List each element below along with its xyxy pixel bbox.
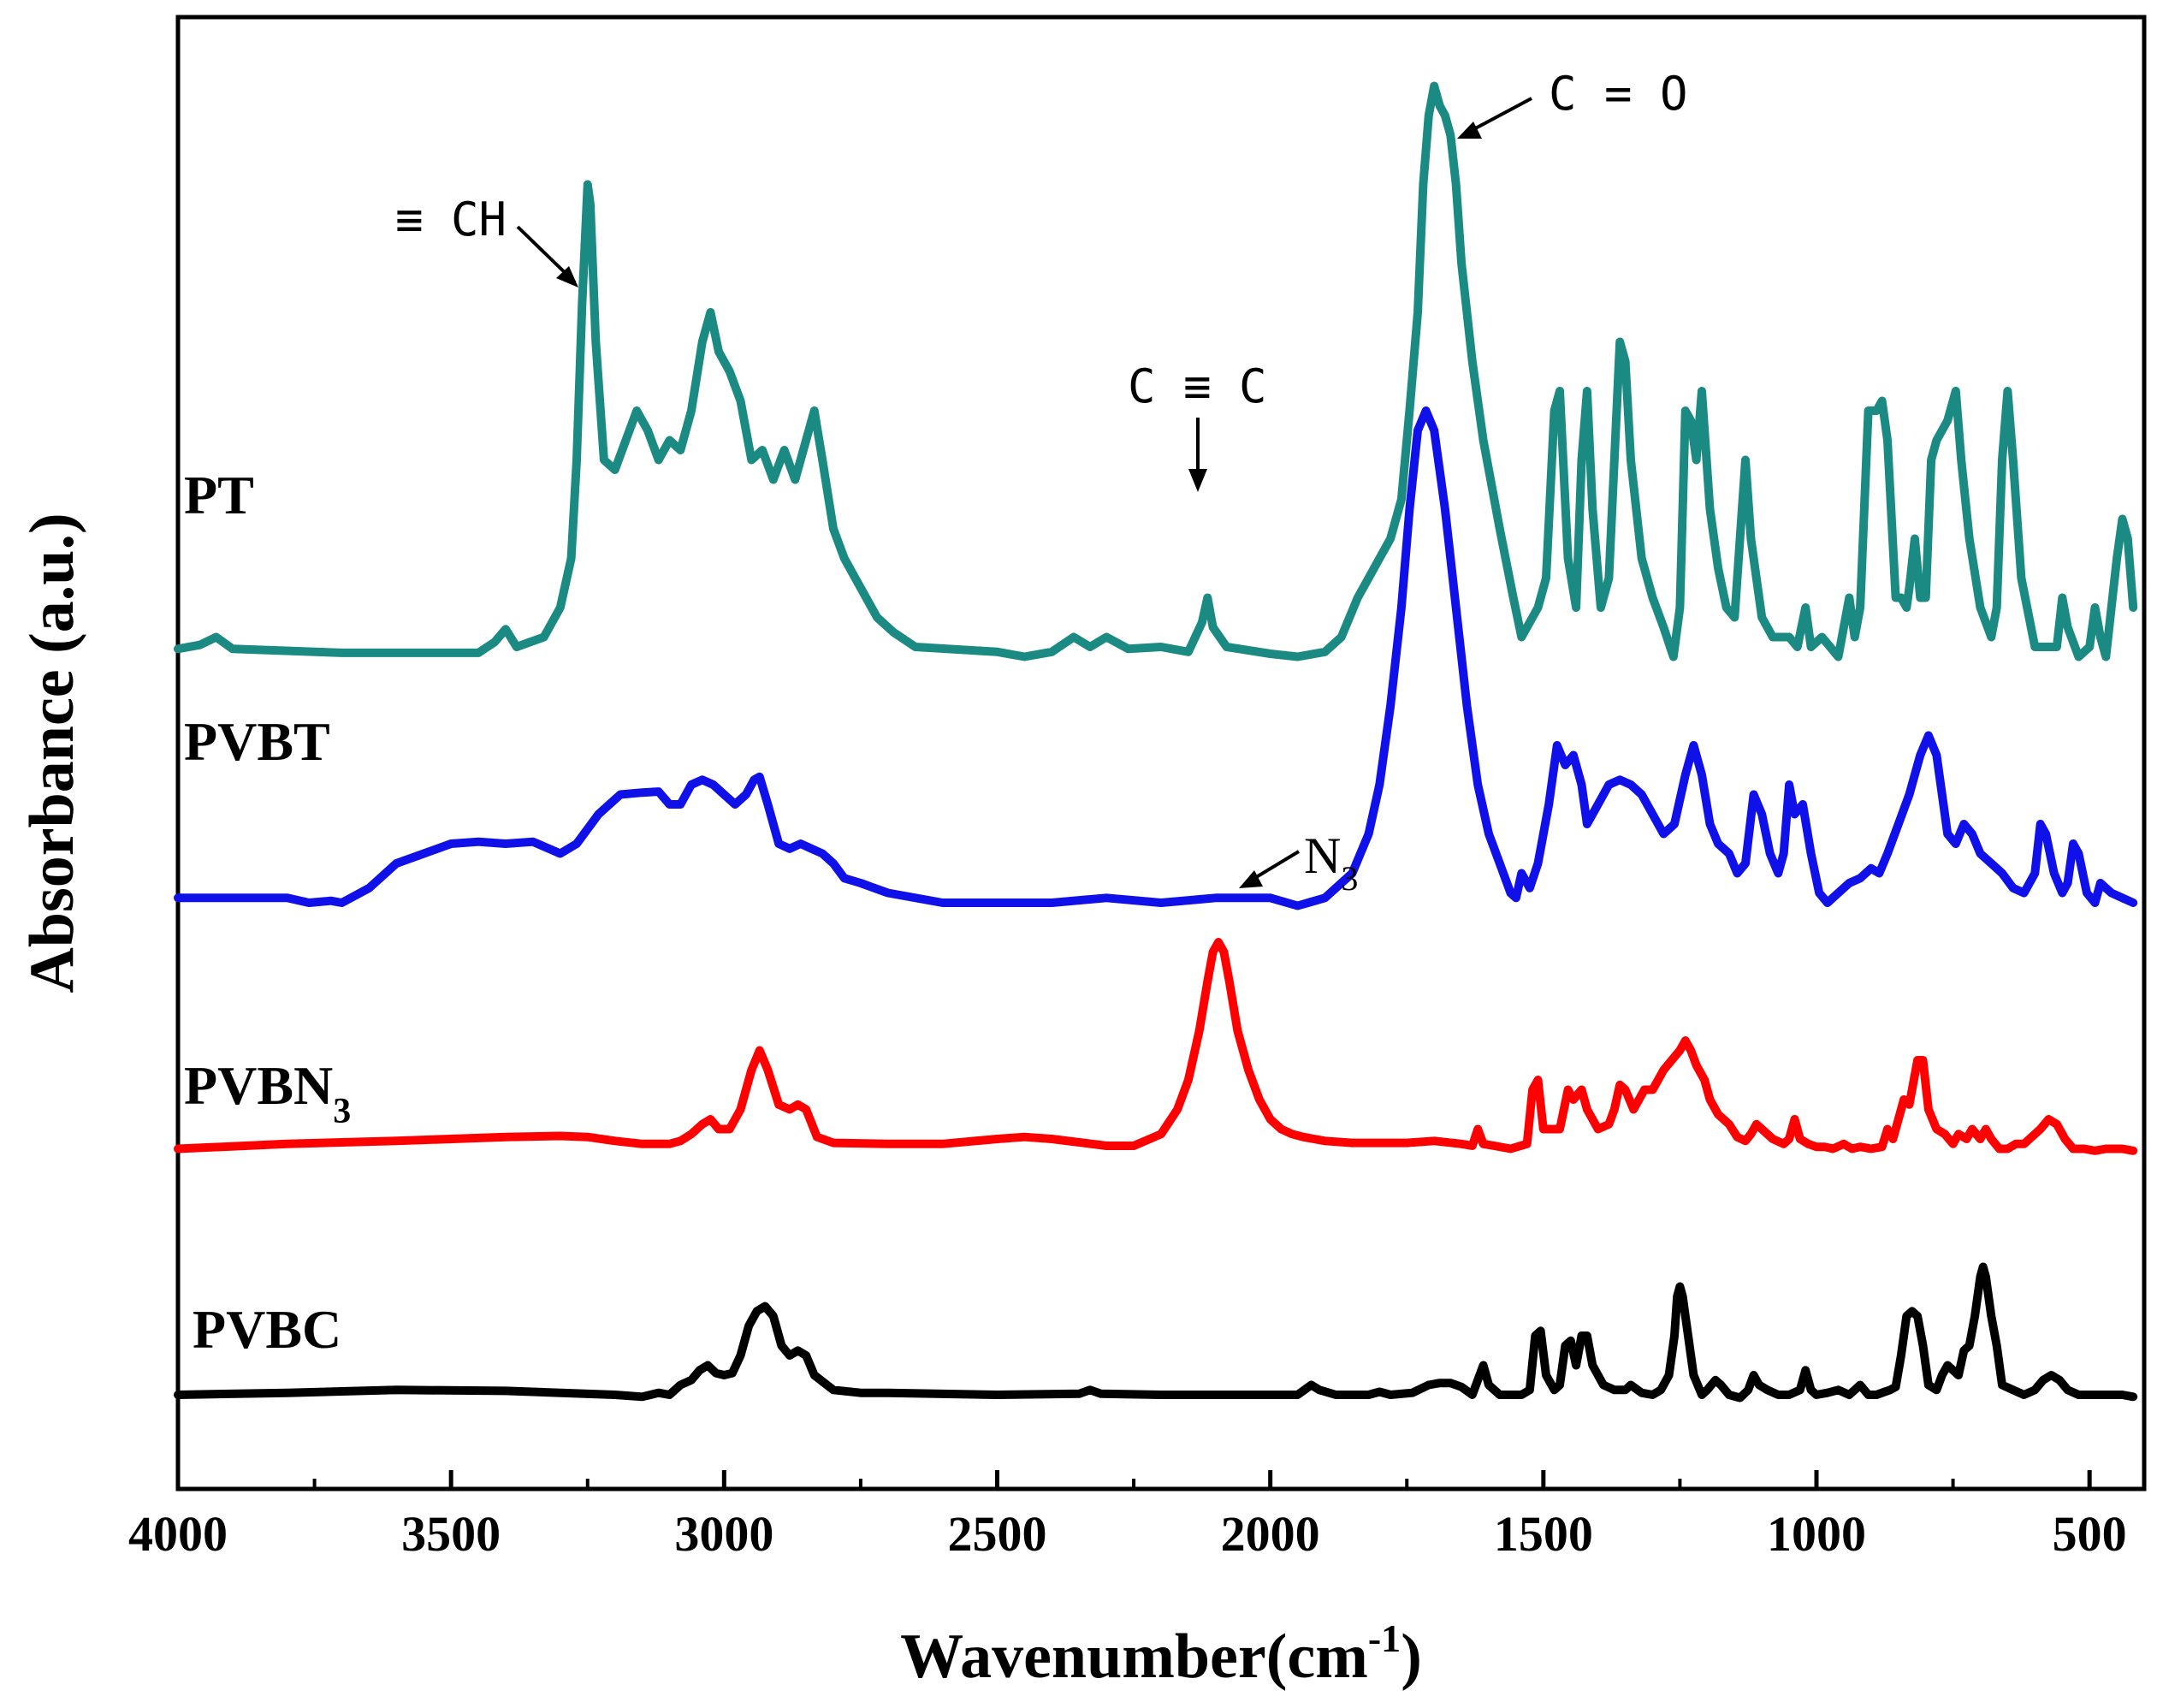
annotation-ch-arrowhead — [556, 266, 578, 288]
annotation-n3-subscript: 3 — [1341, 859, 1358, 898]
x-axis: 4000 3500 3000 2500 2000 1500 1000 500 — [128, 1470, 2127, 1562]
x-tick-label-1000: 1000 — [1767, 1506, 1866, 1562]
series-line-pt — [174, 81, 2138, 661]
y-axis-title: Absorbance (a.u.) — [17, 513, 87, 993]
series-label-pvbn3: PVBN3 — [184, 1055, 351, 1131]
series-line-pvbt — [174, 406, 2138, 910]
x-tick-label-1500: 1500 — [1494, 1506, 1593, 1562]
x-tick-label-4000: 4000 — [128, 1506, 228, 1562]
x-tick-label-500: 500 — [2053, 1506, 2127, 1562]
x-tick-label-3500: 3500 — [401, 1506, 501, 1562]
x-tick-label-2000: 2000 — [1221, 1506, 1320, 1562]
series-label-pt: PT — [184, 465, 254, 525]
series-layer — [174, 81, 2138, 1403]
series-line-pvbc — [174, 1262, 2138, 1403]
annotation-cc-text: C ≡ C — [1128, 359, 1267, 413]
annotation-cc-arrowhead — [1188, 469, 1207, 492]
x-tick-label-2500: 2500 — [948, 1506, 1047, 1562]
x-axis-title-close: ) — [1401, 1622, 1422, 1692]
x-tick-label-3000: 3000 — [674, 1506, 773, 1562]
annotation-co-text: C = O — [1549, 67, 1688, 121]
plot-frame — [175, 15, 2147, 1492]
x-axis-title: Wavenumber(cm-1) — [900, 1616, 1422, 1692]
annotation-n3-arrowhead — [1239, 870, 1263, 888]
annotation-n3: N3 — [1239, 827, 1358, 898]
annotation-co-arrowhead — [1457, 122, 1482, 139]
x-axis-title-superscript: -1 — [1368, 1616, 1401, 1660]
series-label-pvbt: PVBT — [184, 711, 330, 772]
annotation-co: C = O — [1457, 67, 1688, 139]
annotation-ch: ≡ CH — [395, 193, 578, 288]
annotation-ch-text: ≡ CH — [395, 193, 507, 246]
annotation-n3-text: N3 — [1304, 827, 1358, 898]
series-label-pvbn3-subscript: 3 — [333, 1092, 351, 1131]
series-line-pvbn3 — [174, 938, 2138, 1155]
annotation-co-arrow — [1467, 97, 1532, 134]
annotation-cc: C ≡ C — [1128, 359, 1267, 492]
series-label-pvbc: PVBC — [193, 1299, 341, 1360]
